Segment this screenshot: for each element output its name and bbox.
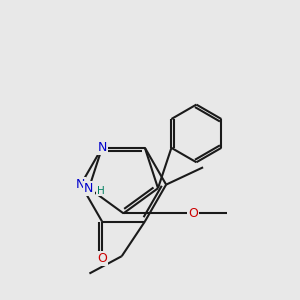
Text: N: N bbox=[84, 182, 94, 195]
Text: N: N bbox=[76, 178, 86, 191]
Text: N: N bbox=[98, 141, 107, 154]
Text: O: O bbox=[188, 207, 198, 220]
Text: O: O bbox=[97, 252, 107, 265]
Text: H: H bbox=[97, 186, 105, 196]
